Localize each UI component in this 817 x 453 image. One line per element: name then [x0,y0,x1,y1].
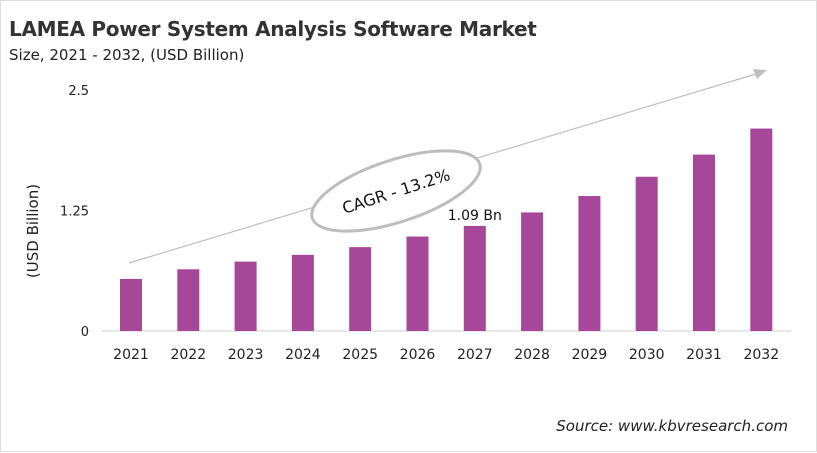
x-tick-label: 2024 [285,347,321,363]
bar-2029 [578,196,601,331]
bar-2021 [120,278,142,331]
y-axis-label: (USD Billion) [24,184,42,278]
chart-subtitle: Size, 2021 - 2032, (USD Billion) [9,46,245,64]
x-tick-label: 2026 [400,347,436,363]
x-tick-label: 2025 [342,347,378,363]
bar-2022 [177,269,200,331]
x-tick-label: 2028 [514,347,550,363]
x-tick-label: 2023 [228,347,264,363]
bar-2023 [234,261,257,331]
bar-2031 [693,154,715,331]
y-tick-label: 1.25 [60,205,89,220]
x-tick-label: 2032 [743,347,779,363]
bar-2026 [406,236,429,331]
x-tick-label: 2029 [572,347,608,363]
x-tick-label: 2027 [457,347,493,363]
source-note: Source: www.kbvresearch.com [556,417,788,435]
bar-2027 [463,225,486,331]
bar-2032 [750,128,773,331]
bar-2028 [521,212,544,331]
x-tick-label: 2022 [170,347,206,363]
x-tick-label: 2030 [629,347,665,363]
cagr-ellipse: CAGR - 13.2% [310,149,482,233]
chart-title: LAMEA Power System Analysis Software Mar… [9,17,537,41]
bar-2030 [635,176,658,331]
x-tick-label: 2021 [113,347,149,363]
y-tick-label: 0 [81,325,89,340]
bar-2025 [349,247,372,331]
y-tick-label: 2.5 [68,84,89,99]
bar-2024 [291,254,314,331]
data-label-2027: 1.09 Bn [448,208,502,224]
x-tick-label: 2031 [686,347,722,363]
